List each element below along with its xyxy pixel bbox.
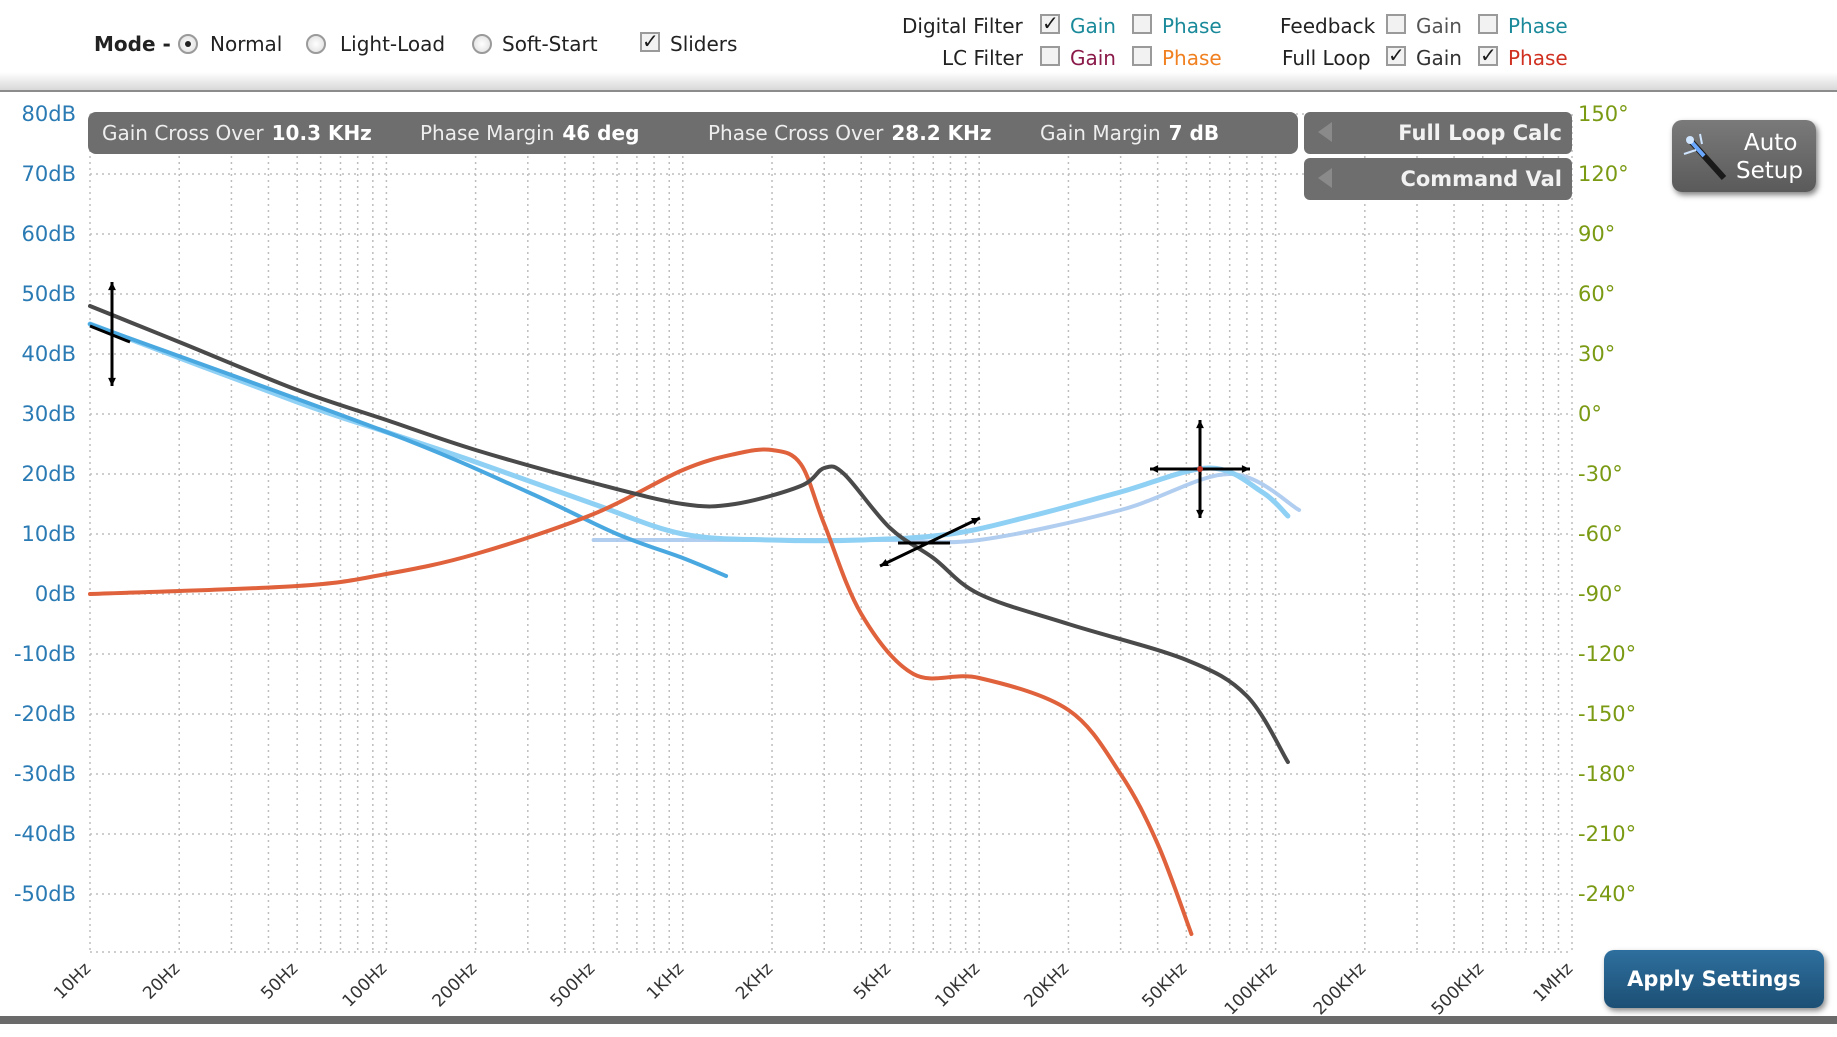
gain-tick-label: -30dB (13, 762, 76, 786)
lc-filter-label: LC Filter (942, 46, 1023, 70)
mode-toolbar: Mode - Normal Light-Load Soft-Start ✓ Sl… (0, 0, 1837, 92)
mode-label: Mode - (94, 32, 171, 56)
arrowhead-icon (1196, 509, 1204, 518)
gain-tick-label: -20dB (13, 702, 76, 726)
phase-tick-label: -60° (1578, 522, 1623, 546)
gain-tick-label: -50dB (13, 882, 76, 906)
phase-tick-label: 120° (1578, 162, 1629, 186)
gain-tick-label: 60dB (21, 222, 76, 246)
phase-tick-label: 30° (1578, 342, 1616, 366)
command-val-button[interactable]: Command Val (1304, 158, 1572, 200)
plot-curves (87, 304, 1302, 936)
feedback-phase-label[interactable]: Phase (1508, 14, 1568, 38)
asymptote-curve (591, 472, 1302, 545)
arrowhead-icon (1241, 465, 1250, 473)
full-loop-phase-checkbox[interactable]: ✓ (1478, 43, 1498, 67)
magic-wand-icon (1683, 133, 1727, 181)
arrowhead-icon (971, 517, 980, 526)
gain-margin-readout: Gain Margin 7 dB (1040, 121, 1220, 145)
gain-tick-label: 50dB (21, 282, 76, 306)
plot-grid (89, 113, 1573, 953)
gain-tick-label: -40dB (13, 822, 76, 846)
full-loop-gain-curve (88, 304, 1290, 764)
full-loop-gain-label[interactable]: Gain (1416, 46, 1462, 70)
full-loop-label: Full Loop (1282, 46, 1371, 70)
gain-tick-label: 40dB (21, 342, 76, 366)
digital-filter-phase-label[interactable]: Phase (1162, 14, 1222, 38)
phase-tick-label: -150° (1578, 702, 1637, 726)
phase-tick-label: 60° (1578, 282, 1616, 306)
phase-crossover-readout: Phase Cross Over 28.2 KHz (708, 121, 992, 145)
phase-tick-label: 0° (1578, 402, 1602, 426)
slider-handles (89, 282, 1250, 568)
lc-filter-gain-checkbox[interactable] (1040, 46, 1060, 66)
feedback-gain-curve (88, 322, 729, 578)
phase-tick-label: -180° (1578, 762, 1637, 786)
digital-filter-phase-checkbox[interactable] (1132, 14, 1152, 34)
gain-tick-label: 0dB (34, 582, 76, 606)
feedback-label: Feedback (1280, 14, 1376, 38)
mode-normal-label[interactable]: Normal (210, 32, 283, 56)
sliders-checkbox[interactable]: ✓ (640, 29, 660, 53)
arrow-left-icon (1318, 122, 1332, 142)
phase-tick-label: 90° (1578, 222, 1616, 246)
phase-margin-readout: Phase Margin 46 deg (420, 121, 640, 145)
full-loop-calc-button[interactable]: Full Loop Calc (1304, 112, 1572, 154)
arrowhead-icon (880, 558, 889, 567)
lc-filter-phase-label[interactable]: Phase (1162, 46, 1222, 70)
full-loop-gain-checkbox[interactable]: ✓ (1386, 43, 1406, 67)
mode-soft-start-radio[interactable] (472, 34, 492, 54)
mode-normal-radio[interactable] (178, 34, 198, 54)
arrowhead-icon (108, 377, 116, 386)
stability-info-bar: Gain Cross Over 10.3 KHz Phase Margin 46 d… (88, 112, 1298, 154)
gain-tick-label: -10dB (13, 642, 76, 666)
gain-tick-label: 20dB (21, 462, 76, 486)
mode-light-load-label[interactable]: Light-Load (340, 32, 446, 56)
phase-tick-label: 150° (1578, 102, 1629, 126)
phase-tick-label: -30° (1578, 462, 1623, 486)
digital-filter-gain-label[interactable]: Gain (1070, 14, 1116, 38)
gain-tick-label: 80dB (21, 102, 76, 126)
digital-filter-label: Digital Filter (902, 14, 1023, 38)
feedback-phase-checkbox[interactable] (1478, 14, 1498, 34)
arrowhead-icon (108, 282, 116, 291)
feedback-gain-checkbox[interactable] (1386, 14, 1406, 34)
lc-filter-gain-label[interactable]: Gain (1070, 46, 1116, 70)
sliders-label[interactable]: Sliders (670, 32, 738, 56)
apply-settings-button[interactable]: Apply Settings (1604, 950, 1824, 1008)
digital-filter-gain-checkbox[interactable]: ✓ (1040, 11, 1060, 35)
digital-filter-gain-curve (87, 321, 1291, 544)
feedback-gain-label[interactable]: Gain (1416, 14, 1462, 38)
phase-tick-label: -90° (1578, 582, 1623, 606)
phase-tick-label: -240° (1578, 882, 1637, 906)
phase-tick-label: -210° (1578, 822, 1637, 846)
mode-soft-start-label[interactable]: Soft-Start (502, 32, 598, 56)
arrow-left-icon (1318, 168, 1332, 188)
arrowhead-icon (1196, 420, 1204, 429)
full-loop-phase-curve (88, 447, 1194, 936)
pole-center-dot (1197, 466, 1203, 472)
auto-setup-button[interactable]: Auto Setup (1672, 120, 1816, 192)
lc-filter-phase-checkbox[interactable] (1132, 46, 1152, 66)
phase-tick-label: -120° (1578, 642, 1637, 666)
full-loop-phase-label[interactable]: Phase (1508, 46, 1568, 70)
bottom-border (0, 1016, 1837, 1024)
gain-crossover-readout: Gain Cross Over 10.3 KHz (102, 121, 372, 145)
slope-tick (89, 324, 131, 344)
gain-tick-label: 70dB (21, 162, 76, 186)
gain-tick-label: 10dB (21, 522, 76, 546)
gain-tick-label: 30dB (21, 402, 76, 426)
mode-light-load-radio[interactable] (306, 34, 326, 54)
arrowhead-icon (1150, 465, 1159, 473)
